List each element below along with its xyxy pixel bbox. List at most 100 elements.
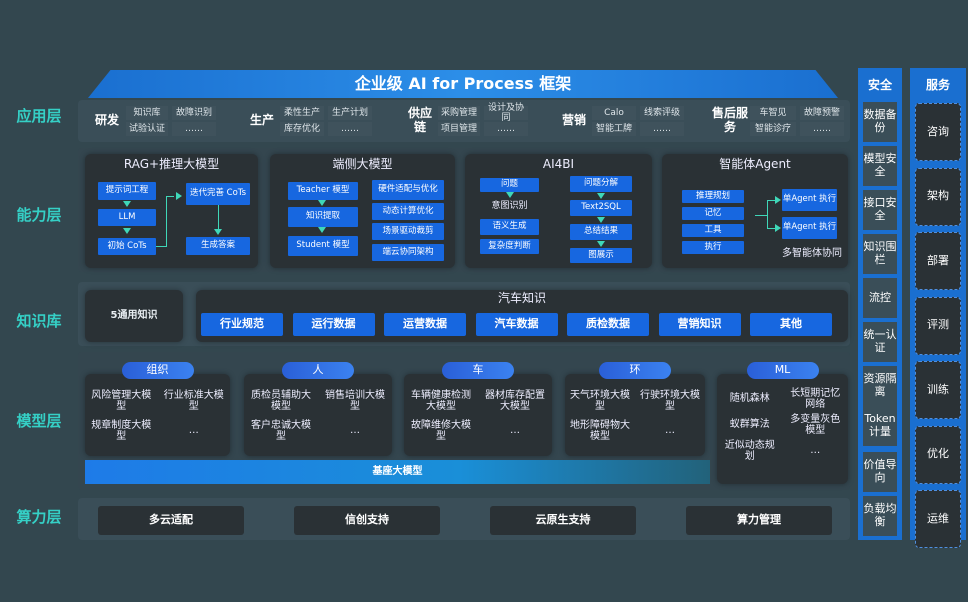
layer-label-capability: 能力层 <box>16 206 62 225</box>
app-item: …… <box>800 122 844 136</box>
model-group-pill: 组织 <box>121 362 194 379</box>
prompt-engineering-box: 提示词工程 <box>98 182 156 200</box>
question-box: 问题 <box>480 178 539 192</box>
app-group-name: 供应链 <box>407 106 432 134</box>
service-item: 训练 <box>915 361 961 419</box>
connector-line <box>156 246 166 247</box>
execute-box: 执行 <box>682 241 744 254</box>
model-group-panel <box>717 374 848 484</box>
model-item: 天气环境大模型 <box>570 389 630 413</box>
panel-title: AI4BI <box>542 157 575 172</box>
arrow-down-icon <box>318 200 326 206</box>
model-item: 近似动态规划 <box>724 439 775 463</box>
arrow-down-icon <box>318 227 326 233</box>
service-item: 运维 <box>915 490 961 548</box>
model-item: 销售培训大模型 <box>325 389 385 413</box>
compute-box: 信创支持 <box>294 506 440 535</box>
layer-label-compute: 算力层 <box>16 508 62 527</box>
compute-box: 云原生支持 <box>490 506 636 535</box>
model-group-pill: 环 <box>599 362 671 379</box>
arrow-down-icon <box>506 192 514 198</box>
app-item: 线索评级 <box>640 106 684 120</box>
memory-box: 记忆 <box>682 207 744 220</box>
arrow-down-icon <box>214 229 222 235</box>
knowledge-chip: 汽车数据 <box>475 313 558 336</box>
model-item: 车辆健康检测大模型 <box>411 389 471 413</box>
teacher-model-box: Teacher 模型 <box>288 182 358 200</box>
connector-line <box>767 228 775 229</box>
model-item: 随机森林 <box>729 393 770 405</box>
arrow-down-icon <box>597 217 605 223</box>
knowledge-chip: 运营数据 <box>384 313 466 336</box>
tool-box: 工具 <box>682 224 744 237</box>
auto-knowledge-title: 汽车知识 <box>497 291 546 306</box>
security-item: 数据备份 <box>863 102 897 142</box>
security-item: Token计量 <box>863 406 897 446</box>
model-item: … <box>510 425 520 437</box>
app-item: 车智见 <box>750 106 796 120</box>
app-group-name: 售后服务 <box>712 106 749 134</box>
app-item: 故障识别 <box>172 106 216 120</box>
security-item: 知识围栏 <box>863 234 897 274</box>
complexity-box: 复杂度判断 <box>480 239 539 254</box>
chart-display-box: 图展示 <box>570 248 632 263</box>
model-group-panel <box>565 374 705 456</box>
connector-line <box>767 200 775 201</box>
model-item: 地形障碍物大模型 <box>570 419 630 443</box>
app-item: …… <box>328 122 372 136</box>
arrow-down-icon <box>597 241 605 247</box>
layer-label-knowledge: 知识库 <box>16 312 62 331</box>
single-agent-box: 单Agent 执行 <box>782 217 837 239</box>
service-item: 咨询 <box>915 103 961 161</box>
app-item: Calo <box>592 106 636 120</box>
connector-line <box>218 205 219 231</box>
security-item: 接口安全 <box>863 190 897 230</box>
app-group-name: 生产 <box>249 113 274 128</box>
app-item: 库存优化 <box>280 122 324 136</box>
semantic-generation-box: 语义生成 <box>480 219 539 235</box>
llm-box: LLM <box>98 209 156 226</box>
planning-box: 推理规划 <box>682 190 744 203</box>
model-item: 风险管理大模型 <box>91 389 152 413</box>
model-item: 长短期记忆网络 <box>790 387 841 411</box>
model-item: 质检员辅助大模型 <box>251 389 311 413</box>
base-model-bar: 基座大模型 <box>85 460 710 484</box>
model-item: 蚁群算法 <box>729 419 770 431</box>
security-item: 模型安全 <box>863 146 897 186</box>
generate-answer-box: 生成答案 <box>186 237 250 255</box>
text2sql-box: Text2SQL <box>570 200 632 216</box>
knowledge-extraction-box: 知识提取 <box>288 207 358 227</box>
arrow-right-icon <box>176 192 182 200</box>
question-decomposition-box: 问题分解 <box>570 176 632 192</box>
app-item: …… <box>484 122 528 136</box>
model-group-panel <box>85 374 230 456</box>
app-item: 故障预警 <box>800 106 844 120</box>
single-agent-box: 单Agent 执行 <box>782 189 837 211</box>
model-group-pill: 车 <box>442 362 514 379</box>
app-item: 设计及协同 <box>484 103 528 123</box>
knowledge-chip: 运行数据 <box>292 313 375 336</box>
service-title: 服务 <box>925 78 950 93</box>
panel-title: 智能体Agent <box>719 157 791 172</box>
page-title: 企业级 AI for Process 框架 <box>88 70 838 98</box>
summary-box: 总结结果 <box>570 224 632 240</box>
model-item: 客户忠诚大模型 <box>251 419 311 443</box>
app-item: 采购管理 <box>438 106 480 120</box>
app-item: 试验认证 <box>126 122 168 136</box>
security-item: 统一认证 <box>863 322 897 362</box>
model-item: … <box>188 425 199 437</box>
service-item: 架构 <box>915 167 961 226</box>
scene-pruning-box: 场景驱动裁剪 <box>372 223 444 240</box>
security-item: 流控 <box>863 278 897 318</box>
connector-line <box>166 196 174 197</box>
service-item: 优化 <box>915 425 961 484</box>
hardware-adaptation-box: 硬件适配与优化 <box>372 180 444 200</box>
app-item: 生产计划 <box>328 106 372 120</box>
app-item: 智能诊疗 <box>750 122 796 136</box>
iterate-cots-box: 迭代完善 CoTs <box>186 183 250 205</box>
knowledge-chip: 质检数据 <box>567 313 649 336</box>
model-item: … <box>350 425 360 437</box>
model-item: 器材库存配置大模型 <box>485 389 545 413</box>
panel-title: RAG+推理大模型 <box>123 157 220 172</box>
arrow-right-icon <box>775 224 781 232</box>
